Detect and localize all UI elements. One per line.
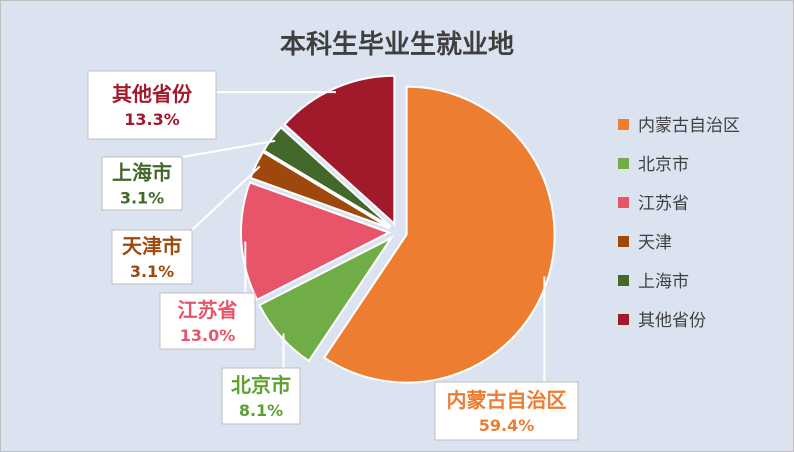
pie-slices <box>240 74 556 384</box>
callout-box-天津 <box>111 229 193 285</box>
callout-name-江苏省: 江苏省 <box>178 298 238 322</box>
legend-label-北京市: 北京市 <box>638 155 689 175</box>
legend-swatch-其他省份 <box>618 314 629 325</box>
callout-value-北京市: 8.1% <box>239 401 283 420</box>
callout-box-其他省份 <box>87 70 217 140</box>
callout-name-内蒙古自治区: 内蒙古自治区 <box>447 388 567 412</box>
leader-line-上海市 <box>181 139 276 158</box>
legend-label-上海市: 上海市 <box>638 272 689 292</box>
callout-value-其他省份: 13.3% <box>124 110 180 129</box>
leader-line-天津 <box>191 165 261 231</box>
callout-box-上海市 <box>101 156 183 211</box>
legend-swatch-天津 <box>618 236 629 247</box>
leader-lines <box>181 91 546 382</box>
pie-slice-内蒙古自治区 <box>322 85 556 384</box>
legend-swatch-内蒙古自治区 <box>618 119 629 130</box>
callout-name-天津: 天津市 <box>122 234 182 258</box>
pie-slice-其他省份 <box>283 74 396 227</box>
callout-value-江苏省: 13.0% <box>180 326 236 345</box>
callout-name-北京市: 北京市 <box>231 373 291 397</box>
legend-swatch-江苏省 <box>618 197 629 208</box>
chart-title: 本科生毕业生就业地 <box>280 30 514 60</box>
callout-value-上海市: 3.1% <box>120 189 164 208</box>
callout-value-天津: 3.1% <box>130 262 174 281</box>
callout-box-内蒙古自治区 <box>434 381 579 441</box>
legend-label-天津: 天津 <box>638 233 672 253</box>
callout-name-上海市: 上海市 <box>112 161 172 185</box>
pie-slice-天津 <box>249 150 391 230</box>
data-callouts: 内蒙古自治区 59.4% 北京市 8.1% 江苏省 13.0% 天津市 3.1% 上海市 3.1%… <box>87 70 579 441</box>
pie-slice-上海市 <box>262 125 392 228</box>
legend-label-内蒙古自治区: 内蒙古自治区 <box>638 116 740 136</box>
callout-value-内蒙古自治区: 59.4% <box>479 416 535 435</box>
legend-swatch-上海市 <box>618 275 629 286</box>
callout-name-其他省份: 其他省份 <box>112 82 193 106</box>
legend-label-其他省份: 其他省份 <box>638 311 706 331</box>
callout-box-北京市 <box>221 367 301 425</box>
callout-box-江苏省 <box>159 292 256 350</box>
pie-slice-北京市 <box>258 235 395 363</box>
legend-label-江苏省: 江苏省 <box>638 194 689 214</box>
legend-swatch-北京市 <box>618 158 629 169</box>
